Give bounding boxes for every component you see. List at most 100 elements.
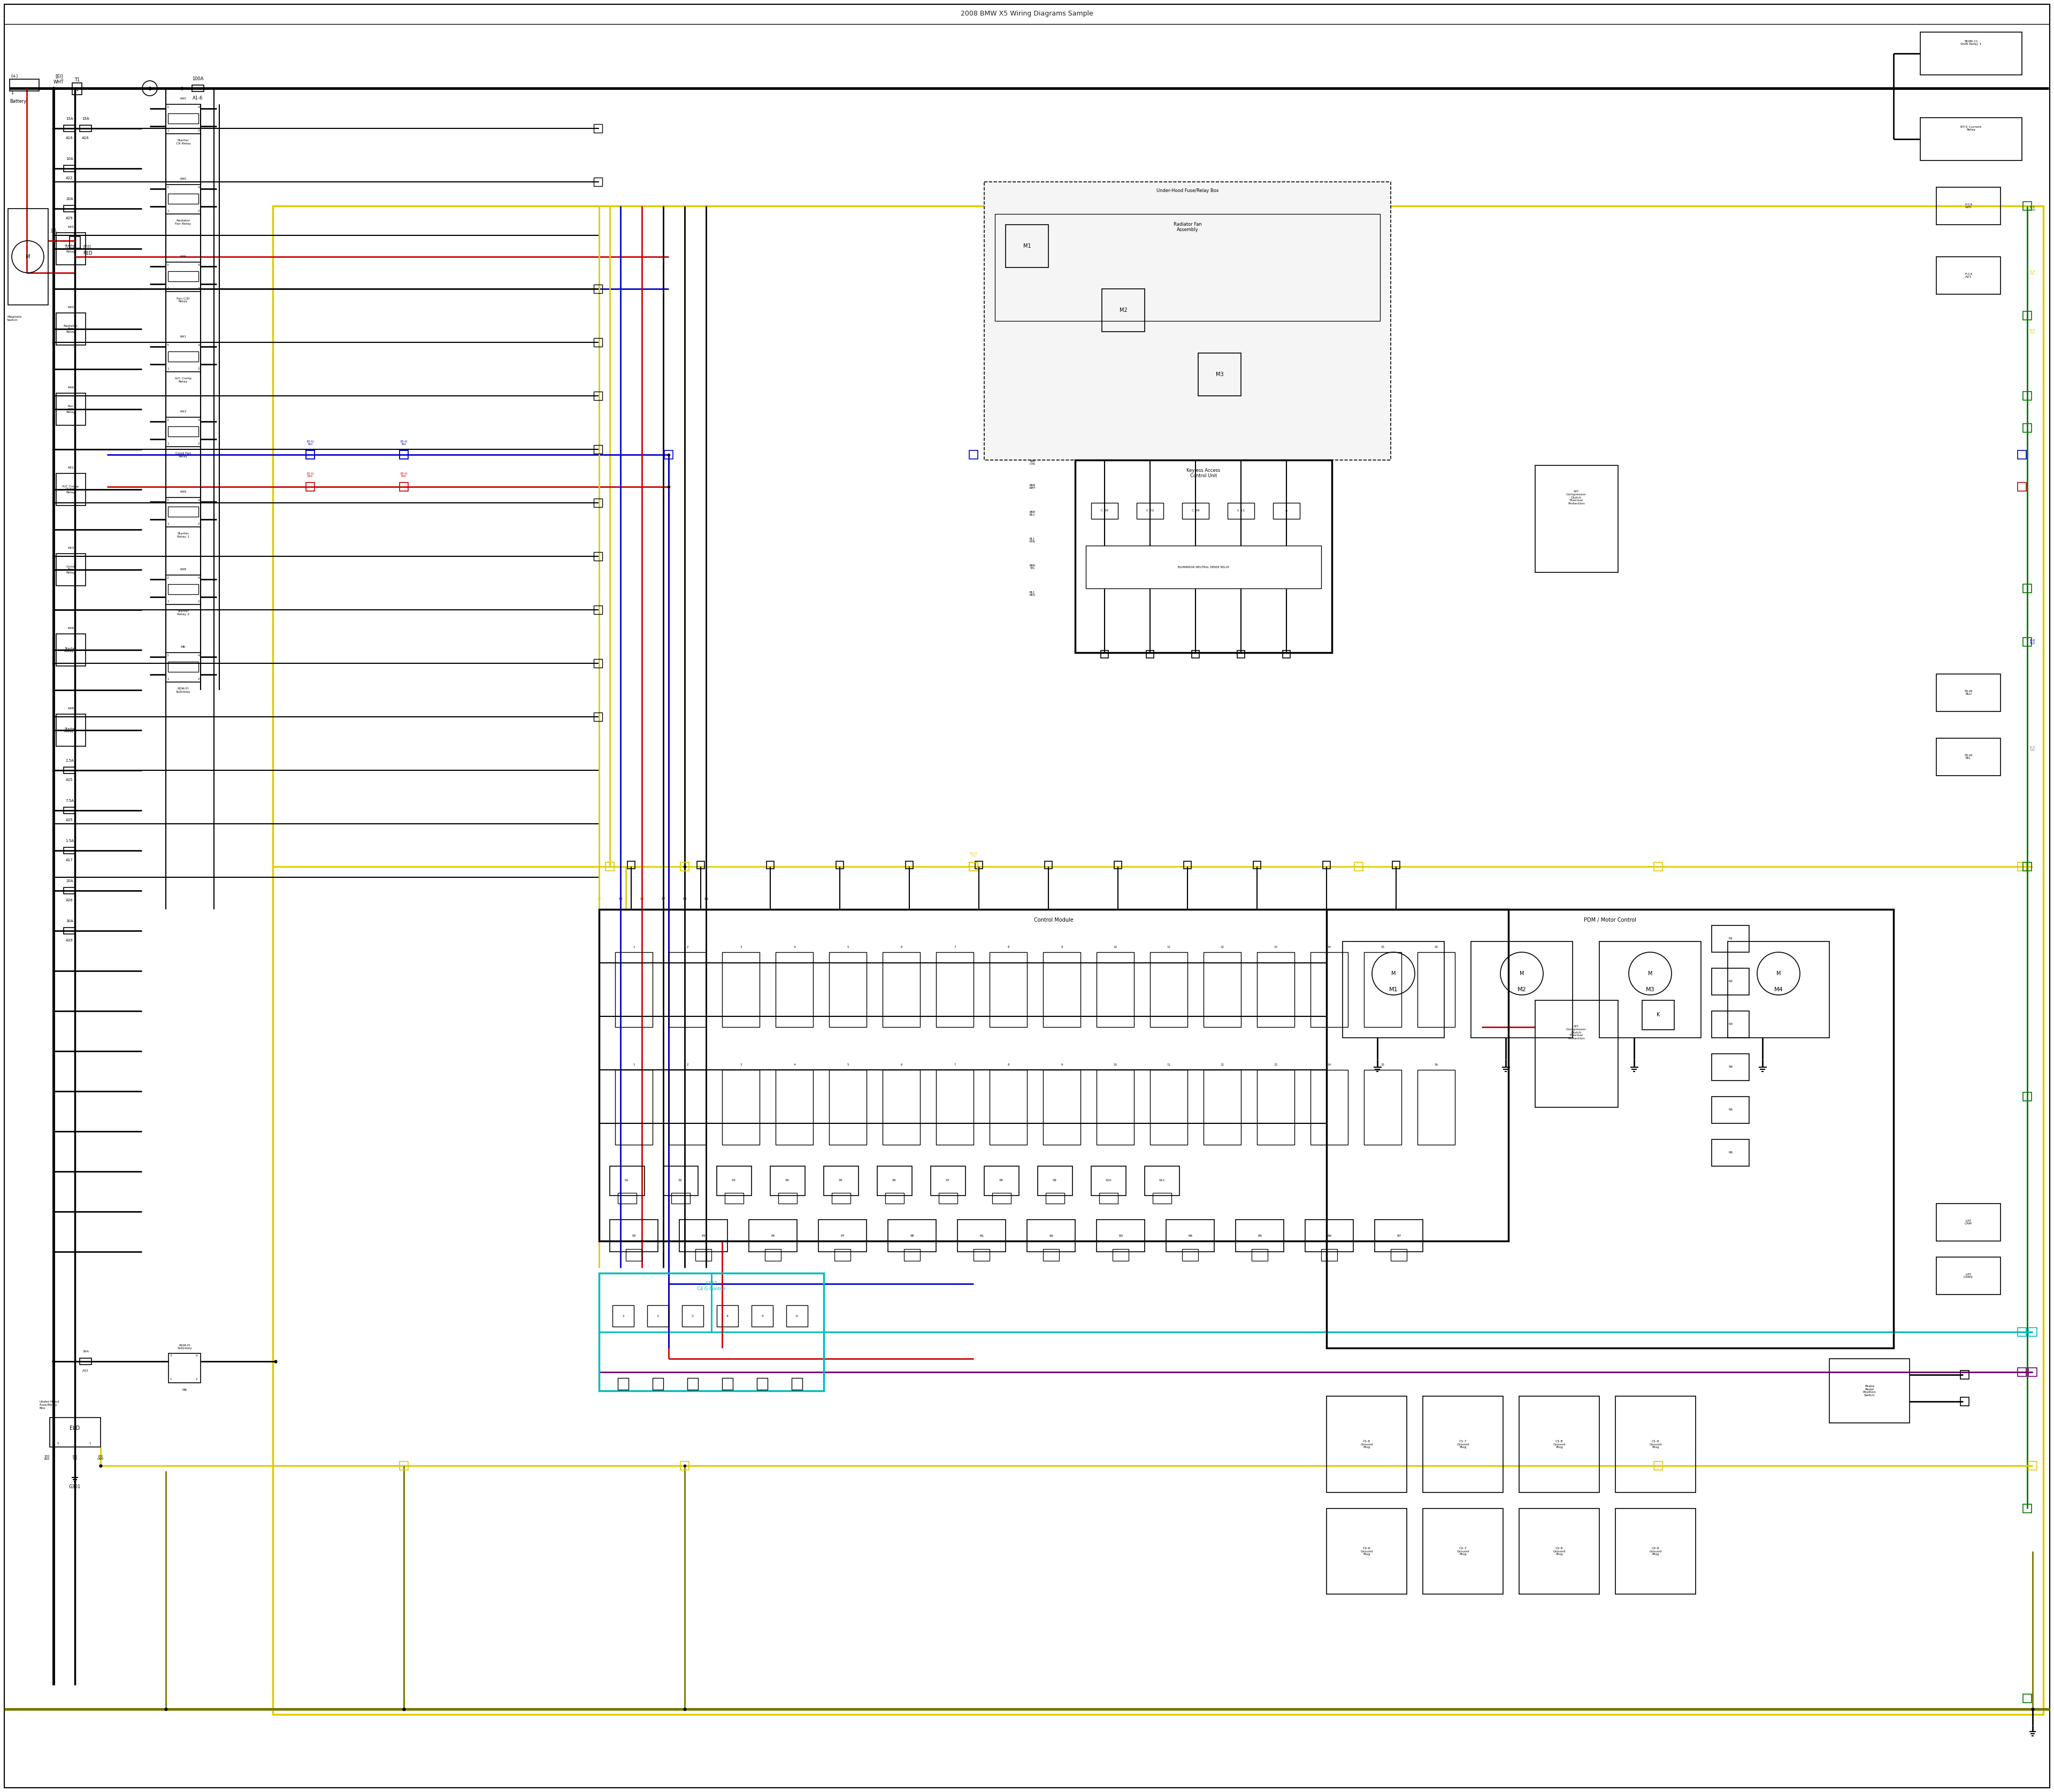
Bar xyxy=(670,1070,707,1145)
Text: F0-M
YEL: F0-M YEL xyxy=(1964,754,1972,760)
Text: B3: B3 xyxy=(1117,1235,1124,1236)
Bar xyxy=(969,450,978,459)
Bar xyxy=(1228,504,1255,520)
Bar xyxy=(1327,1396,1407,1493)
Bar xyxy=(594,339,602,346)
Bar xyxy=(984,181,1391,461)
Bar xyxy=(2017,450,2025,459)
Bar xyxy=(618,1193,637,1204)
Bar xyxy=(1417,952,1454,1027)
Bar xyxy=(1043,1070,1080,1145)
Bar xyxy=(1960,1371,1970,1380)
Bar xyxy=(877,1167,912,1195)
Text: Radiator Fan
Assembly: Radiator Fan Assembly xyxy=(1173,222,1202,233)
Text: M: M xyxy=(1647,971,1651,977)
Text: Battery: Battery xyxy=(10,99,27,104)
Bar xyxy=(1101,289,1144,332)
Text: A/C Comp
Relay: A/C Comp Relay xyxy=(175,376,191,383)
Text: LAT
CAM: LAT CAM xyxy=(1966,1219,1972,1226)
Bar xyxy=(191,84,203,91)
Text: Magneto
Switch: Magneto Switch xyxy=(6,315,23,321)
Bar xyxy=(670,952,707,1027)
Text: B2: B2 xyxy=(1050,1235,1054,1236)
Bar xyxy=(653,1378,663,1391)
Text: IE-B
BLU: IE-B BLU xyxy=(2029,640,2036,645)
Bar xyxy=(1273,504,1300,520)
Bar xyxy=(680,862,688,871)
Bar xyxy=(166,262,201,292)
Text: 20A: 20A xyxy=(66,880,74,883)
Bar xyxy=(937,1070,974,1145)
Bar xyxy=(1423,1509,1504,1595)
Text: K46: K46 xyxy=(181,254,187,258)
Bar xyxy=(594,606,602,615)
Bar xyxy=(64,165,76,172)
Text: P5: P5 xyxy=(770,1235,774,1236)
Bar xyxy=(680,1220,727,1253)
Bar xyxy=(1374,1220,1423,1253)
Text: S7: S7 xyxy=(945,1179,949,1183)
Text: A39: A39 xyxy=(66,939,74,943)
Bar xyxy=(1253,862,1261,869)
Bar xyxy=(836,862,844,869)
Text: B7: B7 xyxy=(1397,1235,1401,1236)
Bar xyxy=(1600,941,1701,1038)
Bar xyxy=(1920,118,2021,161)
Bar xyxy=(1204,1070,1241,1145)
Text: A26: A26 xyxy=(66,898,74,901)
Text: S2: S2 xyxy=(678,1179,682,1183)
Bar xyxy=(55,314,86,346)
Bar xyxy=(830,1070,867,1145)
Text: 15: 15 xyxy=(1380,1063,1384,1066)
Text: P4: P4 xyxy=(618,898,622,900)
Text: Starter
Relay 1: Starter Relay 1 xyxy=(177,532,189,538)
Bar xyxy=(2023,1503,2031,1512)
Text: A17: A17 xyxy=(66,858,74,862)
Bar xyxy=(1091,1167,1126,1195)
Bar xyxy=(1520,1396,1600,1493)
Bar xyxy=(168,661,199,672)
Bar xyxy=(1183,1249,1197,1262)
Bar xyxy=(273,206,2044,1715)
Bar xyxy=(1146,650,1154,658)
Bar xyxy=(8,208,47,305)
Bar xyxy=(1257,1070,1294,1145)
Text: C2-6
Ground
Plug: C2-6 Ground Plug xyxy=(1360,1546,1372,1555)
Text: P4: P4 xyxy=(700,1235,705,1236)
Text: C1-8
Ground
Plug: C1-8 Ground Plug xyxy=(1553,1439,1565,1448)
Bar xyxy=(992,1193,1011,1204)
Text: B4: B4 xyxy=(1187,1235,1193,1236)
Text: P2: P2 xyxy=(598,898,602,900)
Bar xyxy=(1711,1054,1750,1081)
Text: 15A: 15A xyxy=(82,116,88,120)
Text: K48: K48 xyxy=(181,568,187,572)
Text: 16A: 16A xyxy=(82,1351,88,1353)
Text: C1-9
Ground
Plug: C1-9 Ground Plug xyxy=(1649,1439,1662,1448)
Text: F-C4
A21: F-C4 A21 xyxy=(1964,272,1972,278)
Text: B5: B5 xyxy=(1257,1235,1261,1236)
Bar xyxy=(930,1167,965,1195)
Bar xyxy=(2027,1367,2038,1376)
Bar xyxy=(614,1070,653,1145)
Text: Under-Hood Fuse/Relay Box: Under-Hood Fuse/Relay Box xyxy=(1156,188,1218,194)
Bar xyxy=(1150,952,1187,1027)
Text: K40: K40 xyxy=(68,306,74,308)
Bar xyxy=(64,125,76,131)
Text: Under-Hood
Fuse/Relay
Box: Under-Hood Fuse/Relay Box xyxy=(39,1401,60,1410)
Bar xyxy=(64,887,76,894)
Text: 1.5A: 1.5A xyxy=(66,839,74,842)
Text: [IE-A]
BLU: [IE-A] BLU xyxy=(306,441,314,446)
Bar xyxy=(600,1272,824,1391)
Bar xyxy=(969,862,978,871)
Bar xyxy=(1183,862,1191,869)
Text: M3: M3 xyxy=(1216,371,1224,376)
Bar xyxy=(1711,1097,1750,1124)
Text: F0-M
BLU: F0-M BLU xyxy=(1964,690,1972,695)
Bar xyxy=(939,1193,957,1204)
Bar xyxy=(55,554,86,586)
Bar xyxy=(626,1249,641,1262)
Text: Fan
C/C
Relay: Fan C/C Relay xyxy=(66,405,76,414)
Text: T1: T1 xyxy=(74,77,80,82)
Text: Starter
Relay 1: Starter Relay 1 xyxy=(64,647,76,652)
Bar xyxy=(64,767,76,774)
